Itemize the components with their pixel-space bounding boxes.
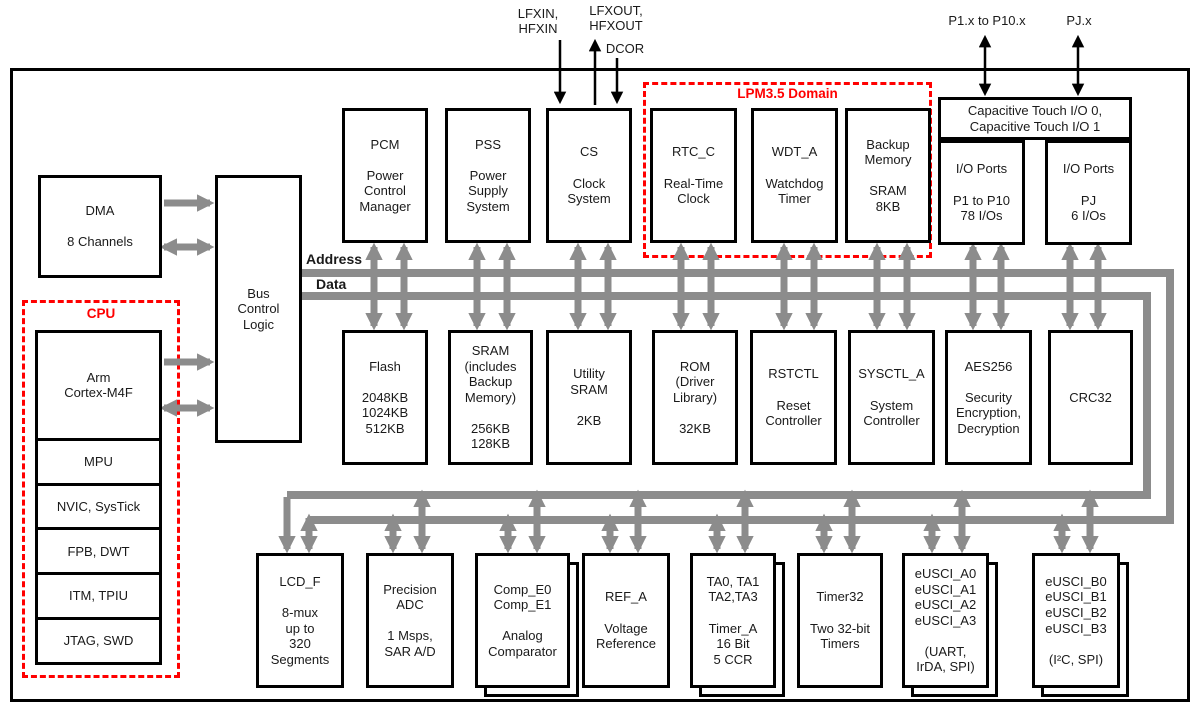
lpm35-domain-label: LPM3.5 Domain: [737, 86, 838, 101]
cpu-domain-label: CPU: [86, 306, 116, 321]
block-comp-e: Comp_E0 Comp_E1 Analog Comparator: [475, 553, 570, 688]
block-pcm: PCM Power Control Manager: [342, 108, 428, 243]
block-precision-adc: Precision ADC 1 Msps, SAR A/D: [366, 553, 454, 688]
pin-label-pjx: PJ.x: [1066, 13, 1092, 28]
block-io-ports-p1-p10: I/O Ports P1 to P10 78 I/Os: [938, 140, 1025, 245]
block-timer-a: TA0, TA1 TA2,TA3 Timer_A 16 Bit 5 CCR: [690, 553, 776, 688]
block-bus-control-logic: Bus Control Logic: [215, 175, 302, 443]
block-flash: Flash 2048KB 1024KB 512KB: [342, 330, 428, 465]
block-ref-a: REF_A Voltage Reference: [582, 553, 670, 688]
block-jtag-swd: JTAG, SWD: [38, 617, 159, 662]
block-rstctl: RSTCTL Reset Controller: [750, 330, 837, 465]
block-sysctl-a: SYSCTL_A System Controller: [848, 330, 935, 465]
pin-label-lfxin-hfxin: LFXIN, HFXIN: [517, 6, 559, 37]
pin-label-dcor: DCOR: [605, 41, 645, 56]
block-rom: ROM (Driver Library) 32KB: [652, 330, 738, 465]
pin-label-lfxout-hfxout: LFXOUT, HFXOUT: [589, 3, 643, 34]
address-bus-label: Address: [306, 251, 363, 267]
block-timer32: Timer32 Two 32-bit Timers: [797, 553, 883, 688]
block-eusci-b: eUSCI_B0 eUSCI_B1 eUSCI_B2 eUSCI_B3 (I²C…: [1032, 553, 1120, 688]
block-crc32: CRC32: [1048, 330, 1133, 465]
block-cs: CS Clock System: [546, 108, 632, 243]
block-wdt-a: WDT_A Watchdog Timer: [751, 108, 838, 243]
data-bus-label: Data: [316, 276, 347, 292]
cpu-domain-box: [22, 300, 180, 678]
block-io-ports-pj: I/O Ports PJ 6 I/Os: [1045, 140, 1132, 245]
block-lcd-f: LCD_F 8-mux up to 320 Segments: [256, 553, 344, 688]
block-aes256: AES256 Security Encryption, Decryption: [945, 330, 1032, 465]
block-cortex-m4f: Arm Cortex-M4F: [64, 369, 133, 401]
block-pss: PSS Power Supply System: [445, 108, 531, 243]
block-itm-tpiu: ITM, TPIU: [38, 572, 159, 617]
block-utility-sram: Utility SRAM 2KB: [546, 330, 632, 465]
block-capacitive-touch: Capacitive Touch I/O 0, Capacitive Touch…: [938, 97, 1132, 140]
block-nvic-systick: NVIC, SysTick: [38, 482, 159, 528]
block-fpb-dwt: FPB, DWT: [38, 527, 159, 572]
pin-label-p1x-p10x: P1.x to P10.x: [948, 13, 1026, 28]
block-mpu: MPU: [38, 437, 159, 483]
block-dma: DMA 8 Channels: [38, 175, 162, 278]
block-sram: SRAM (includes Backup Memory) 256KB 128K…: [448, 330, 533, 465]
block-eusci-a: eUSCI_A0 eUSCI_A1 eUSCI_A2 eUSCI_A3 (UAR…: [902, 553, 989, 688]
block-backup-memory: Backup Memory SRAM 8KB: [845, 108, 931, 243]
block-rtc-c: RTC_C Real-Time Clock: [650, 108, 737, 243]
cpu-stack: Arm Cortex-M4F MPU NVIC, SysTick FPB, DW…: [35, 330, 162, 665]
